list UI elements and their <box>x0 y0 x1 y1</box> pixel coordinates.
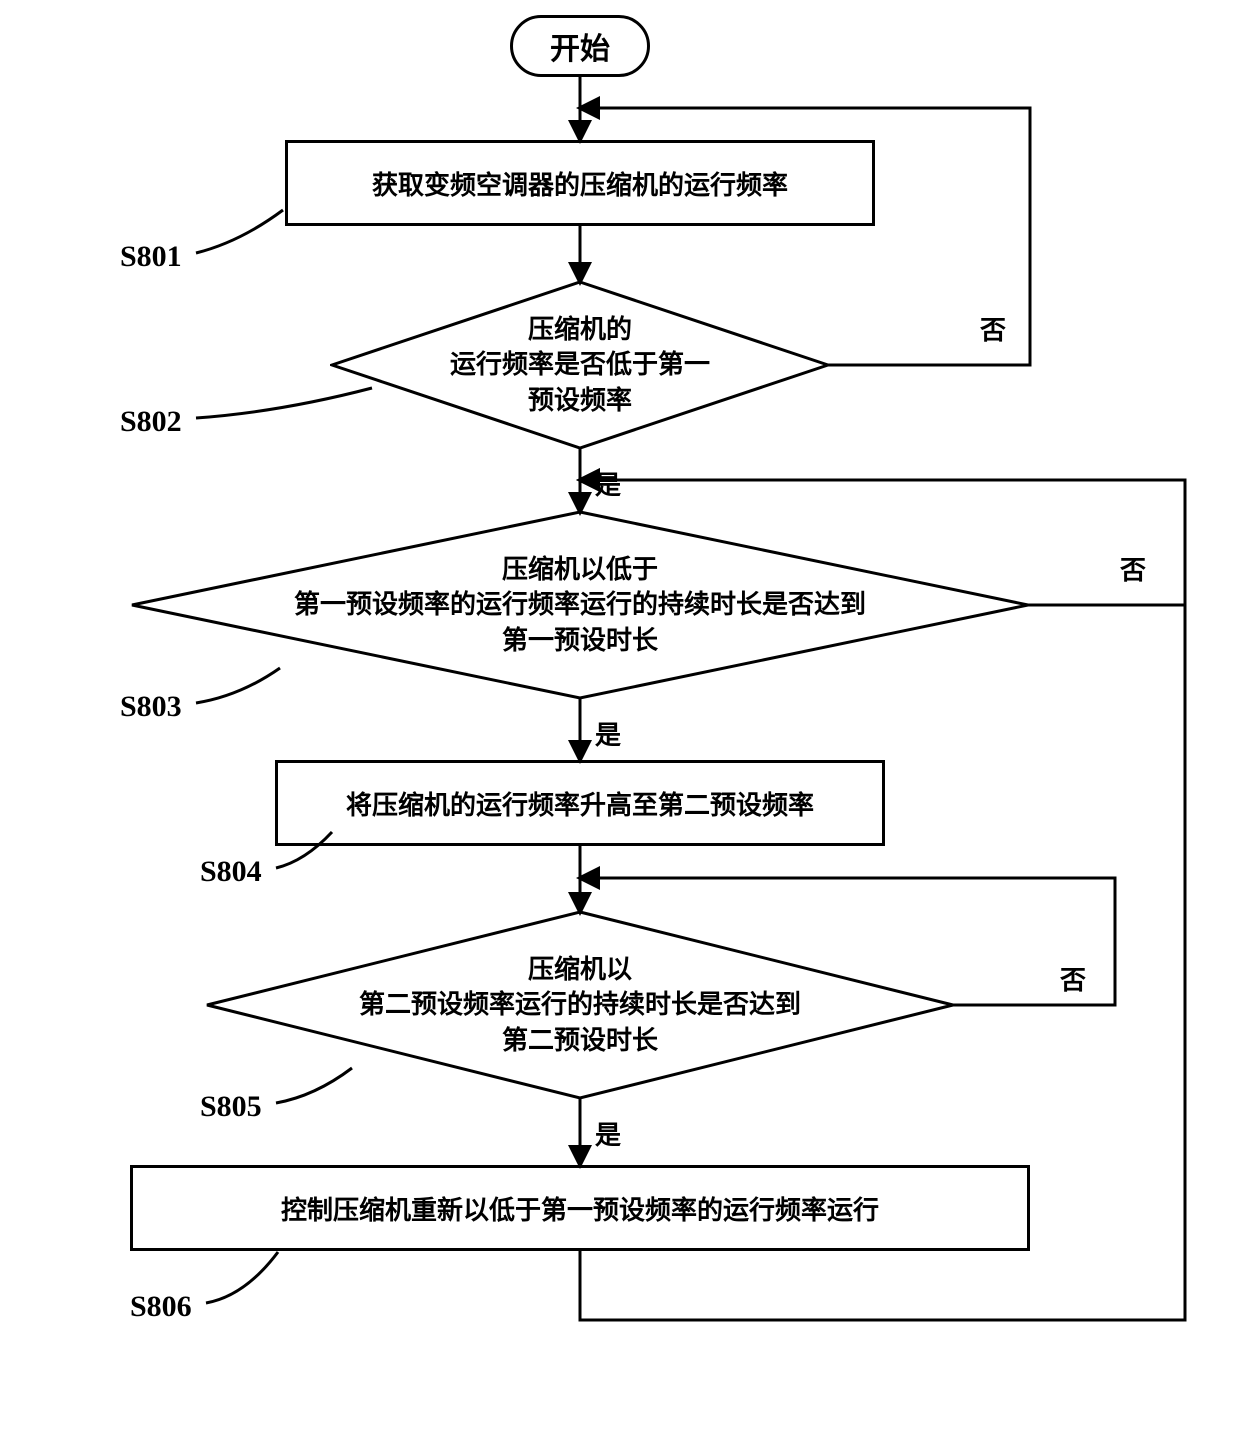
process-s801: 获取变频空调器的压缩机的运行频率 <box>285 140 875 226</box>
edge-s802-no: 否 <box>980 310 1006 347</box>
process-s804-text: 将压缩机的运行频率升高至第二预设频率 <box>346 785 814 822</box>
step-label-s803: S803 <box>120 690 182 724</box>
edge-s805-no: 否 <box>1060 960 1086 997</box>
process-s806-text: 控制压缩机重新以低于第一预设频率的运行频率运行 <box>281 1190 879 1227</box>
edge-s803-yes: 是 <box>595 715 621 752</box>
decision-s802-text: 压缩机的 运行频率是否低于第一 预设频率 <box>330 280 830 450</box>
step-label-s805: S805 <box>200 1090 262 1124</box>
process-s804: 将压缩机的运行频率升高至第二预设频率 <box>275 760 885 846</box>
decision-s805: 压缩机以 第二预设频率运行的持续时长是否达到 第二预设时长 <box>205 910 955 1100</box>
decision-s805-text: 压缩机以 第二预设频率运行的持续时长是否达到 第二预设时长 <box>205 910 955 1100</box>
step-label-s802: S802 <box>120 405 182 439</box>
step-label-s801: S801 <box>120 240 182 274</box>
process-s801-text: 获取变频空调器的压缩机的运行频率 <box>372 165 788 202</box>
process-s806: 控制压缩机重新以低于第一预设频率的运行频率运行 <box>130 1165 1030 1251</box>
edge-s802-yes: 是 <box>595 465 621 502</box>
start-label: 开始 <box>550 24 610 68</box>
edge-s805-yes: 是 <box>595 1115 621 1152</box>
step-label-s804: S804 <box>200 855 262 889</box>
decision-s802: 压缩机的 运行频率是否低于第一 预设频率 <box>330 280 830 450</box>
flowchart-canvas: 开始 获取变频空调器的压缩机的运行频率 压缩机的 运行频率是否低于第一 预设频率… <box>0 0 1240 1440</box>
decision-s803-text: 压缩机以低于 第一预设频率的运行频率运行的持续时长是否达到 第一预设时长 <box>130 510 1030 700</box>
decision-s803: 压缩机以低于 第一预设频率的运行频率运行的持续时长是否达到 第一预设时长 <box>130 510 1030 700</box>
edge-s803-no: 否 <box>1120 550 1146 587</box>
step-label-s806: S806 <box>130 1290 192 1324</box>
start-node: 开始 <box>510 15 650 77</box>
